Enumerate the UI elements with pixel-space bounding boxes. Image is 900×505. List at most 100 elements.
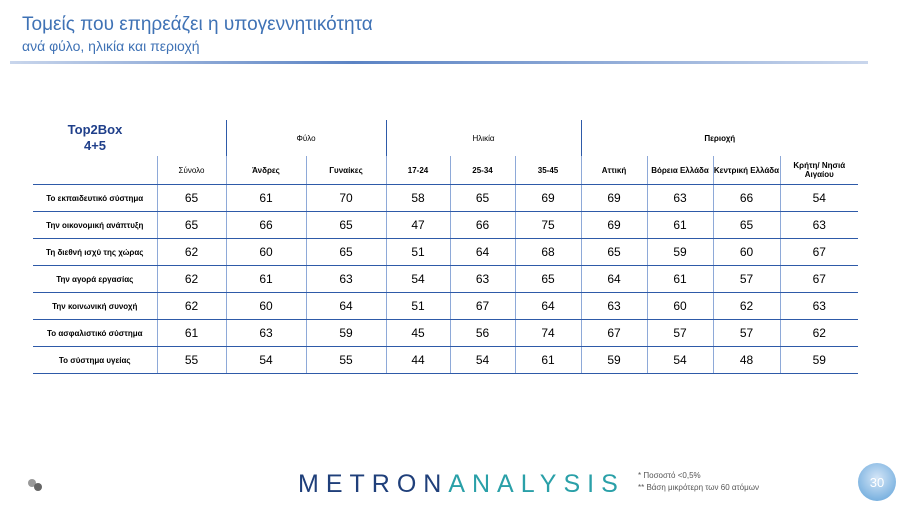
cell: 54 bbox=[225, 346, 306, 374]
cell: 65 bbox=[580, 238, 647, 266]
data-row: Την αγορά εργασίας 62 61 63 54 63 65 64 61 57 67 bbox=[33, 265, 859, 293]
cell: 45 bbox=[385, 319, 450, 347]
cell: 62 bbox=[156, 265, 226, 293]
cell: 62 bbox=[156, 238, 226, 266]
cell: 64 bbox=[449, 238, 515, 266]
title: Τομείς που επηρεάζει η υπογεννητικότητα bbox=[22, 14, 373, 35]
data-row: Την κοινωνική συνοχή 62 60 64 51 67 64 63 60 62 63 bbox=[33, 292, 859, 320]
row-label: Την αγορά εργασίας bbox=[33, 265, 157, 293]
note: * Ποσοστό <0,5% bbox=[638, 471, 701, 480]
cell: 69 bbox=[580, 184, 647, 212]
row-label: Την οικονομική ανάπτυξη bbox=[33, 211, 157, 239]
cell: 63 bbox=[225, 319, 306, 347]
table: Top2Box 4+5 Φύλο Ηλικία Περιοχή Σύνολο Άνδρες Γ… bbox=[33, 120, 859, 374]
cell: 54 bbox=[449, 346, 515, 374]
cell: 55 bbox=[156, 346, 226, 374]
row-label: Το σύστημα υγείας bbox=[33, 346, 157, 374]
cell: 61 bbox=[514, 346, 581, 374]
cell: 65 bbox=[449, 184, 515, 212]
data-row: Το εκπαιδευτικό σύστημα 65 61 70 58 65 69 69 63 6… bbox=[33, 184, 859, 212]
column-header: 17-24 bbox=[385, 156, 450, 185]
cell: 62 bbox=[712, 292, 780, 320]
empty-cell bbox=[33, 156, 157, 185]
cell: 59 bbox=[779, 346, 859, 374]
cell: 75 bbox=[514, 211, 581, 239]
row-label: Το εκπαιδευτικό σύστημα bbox=[33, 184, 157, 212]
cell: 67 bbox=[449, 292, 515, 320]
cell: 62 bbox=[779, 319, 859, 347]
column-header: Σύνολο bbox=[156, 156, 226, 185]
logo-part: ANALYSIS bbox=[448, 470, 625, 498]
subtitle: ανά φύλο, ηλικία και περιοχή bbox=[22, 38, 200, 54]
row-label: Την κοινωνική συνοχή bbox=[33, 292, 157, 320]
cell: 57 bbox=[712, 265, 780, 293]
data-row: Την οικονομική ανάπτυξη 65 66 65 47 66 75 69 61 6… bbox=[33, 211, 859, 239]
data-row: Το ασφαλιστικό σύστημα 61 63 59 45 56 74 67 57 57… bbox=[33, 319, 859, 347]
logo-part: METRON bbox=[298, 470, 449, 498]
cell: 63 bbox=[646, 184, 713, 212]
corner: Top2Box 4+5 bbox=[33, 120, 157, 156]
cell: 55 bbox=[305, 346, 386, 374]
corner-line: Top2Box bbox=[67, 122, 123, 137]
column-header: Άνδρες bbox=[225, 156, 306, 185]
column-header: 35-45 bbox=[514, 156, 581, 185]
cell: 51 bbox=[385, 238, 450, 266]
cell: 61 bbox=[156, 319, 226, 347]
cell: 64 bbox=[580, 265, 647, 293]
cell: 57 bbox=[712, 319, 780, 347]
data-row: Τη διεθνή ισχύ της χώρας 62 60 65 51 64 68 65 59… bbox=[33, 238, 859, 266]
cell: 69 bbox=[580, 211, 647, 239]
cell: 60 bbox=[225, 292, 306, 320]
cell: 54 bbox=[385, 265, 450, 293]
cell: 66 bbox=[712, 184, 780, 212]
cell: 65 bbox=[156, 184, 226, 212]
cell: 66 bbox=[225, 211, 306, 239]
row-label: Το ασφαλιστικό σύστημα bbox=[33, 319, 157, 347]
cell: 51 bbox=[385, 292, 450, 320]
cell: 70 bbox=[305, 184, 386, 212]
cell: 48 bbox=[712, 346, 780, 374]
cell: 66 bbox=[449, 211, 515, 239]
empty-cell bbox=[157, 120, 226, 156]
notes: * Ποσοστό <0,5% ** Βάση μικρότερη των 60 … bbox=[638, 470, 759, 494]
cell: 65 bbox=[712, 211, 780, 239]
header-rule bbox=[10, 61, 868, 64]
group-header: Φύλο bbox=[225, 120, 386, 156]
cell: 69 bbox=[514, 184, 581, 212]
cell: 63 bbox=[580, 292, 647, 320]
column-header: Κρήτη/ Νησιά Αιγαίου bbox=[779, 156, 859, 185]
page-number: 30 bbox=[858, 463, 896, 501]
column-header: Γυναίκες bbox=[305, 156, 386, 185]
cell: 63 bbox=[305, 265, 386, 293]
cell: 58 bbox=[385, 184, 450, 212]
cell: 65 bbox=[156, 211, 226, 239]
cell: 61 bbox=[225, 184, 306, 212]
cell: 67 bbox=[779, 265, 859, 293]
column-header: 25-34 bbox=[449, 156, 515, 185]
cell: 54 bbox=[779, 184, 859, 212]
cell: 47 bbox=[385, 211, 450, 239]
cell: 60 bbox=[712, 238, 780, 266]
note: ** Βάση μικρότερη των 60 ατόμων bbox=[638, 483, 759, 492]
cell: 44 bbox=[385, 346, 450, 374]
column-header: Βόρεια Ελλάδα bbox=[646, 156, 713, 185]
cell: 61 bbox=[225, 265, 306, 293]
column-header: Κεντρική Ελλάδα bbox=[712, 156, 780, 185]
cell: 63 bbox=[779, 292, 859, 320]
cell: 61 bbox=[646, 265, 713, 293]
cell: 65 bbox=[305, 211, 386, 239]
cell: 59 bbox=[580, 346, 647, 374]
cell: 64 bbox=[514, 292, 581, 320]
cell: 59 bbox=[646, 238, 713, 266]
logo: METRONANALYSIS bbox=[298, 470, 625, 499]
cell: 61 bbox=[646, 211, 713, 239]
cell: 59 bbox=[305, 319, 386, 347]
cell: 68 bbox=[514, 238, 581, 266]
cell: 63 bbox=[779, 211, 859, 239]
icon bbox=[28, 479, 42, 491]
cell: 67 bbox=[779, 238, 859, 266]
cell: 54 bbox=[646, 346, 713, 374]
cell: 62 bbox=[156, 292, 226, 320]
header-row: Σύνολο Άνδρες Γυναίκες 17-24 25-34 35-45 Αττικ… bbox=[33, 156, 859, 185]
